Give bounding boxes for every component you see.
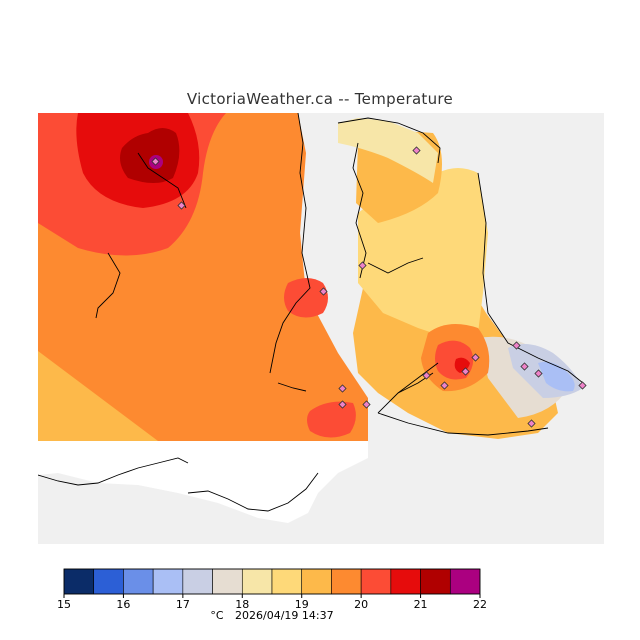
temperature-map[interactable] [38, 113, 604, 544]
legend-tick-label: 20 [354, 598, 368, 608]
contour-band-21 [120, 128, 180, 183]
contour-band-16-5 [538, 361, 575, 392]
legend-bin-7 [271, 568, 303, 595]
legend-tick-label: 17 [176, 598, 190, 608]
legend-bin-8 [301, 568, 332, 595]
legend-tick-label: 21 [414, 598, 428, 608]
station-marker[interactable] [412, 146, 421, 155]
station-marker[interactable] [440, 381, 449, 390]
legend-frame [63, 568, 481, 595]
station-marker[interactable] [578, 381, 587, 390]
station-marker[interactable] [534, 369, 543, 378]
legend-bin-12 [420, 568, 451, 595]
station-marker[interactable] [338, 400, 347, 409]
unit-label: °C [210, 609, 224, 622]
legend-tick-label: 18 [235, 598, 249, 608]
temperature-contours-east [338, 118, 583, 439]
station-marker[interactable] [319, 287, 328, 296]
legend-bin-13 [449, 568, 481, 595]
legend-footer: °C 2026/04/19 14:37 [0, 609, 544, 622]
legend-bin-4 [182, 568, 213, 595]
legend-bin-9 [331, 568, 362, 595]
station-marker[interactable] [512, 341, 521, 350]
legend-bin-2 [123, 568, 154, 595]
legend-bins [63, 568, 481, 595]
station-marker[interactable] [461, 367, 470, 376]
legend-tick-label: 22 [473, 598, 487, 608]
legend-tick-label: 19 [295, 598, 309, 608]
legend-ticks: 15 16 17 18 19 20 21 22 [57, 594, 487, 608]
contour-band-20-b [284, 278, 328, 318]
station-marker[interactable] [422, 371, 431, 380]
timestamp: 2026/04/19 14:37 [235, 609, 334, 622]
legend-tick-label: 15 [57, 598, 71, 608]
station-marker[interactable] [362, 400, 371, 409]
map-title: VictoriaWeather.ca -- Temperature [186, 90, 454, 108]
station-marker[interactable] [151, 157, 160, 166]
temperature-contours [38, 113, 368, 441]
legend-tick-label: 16 [116, 598, 130, 608]
contour-band-20-east [435, 340, 474, 380]
legend-bin-3 [152, 568, 184, 595]
contour-band-18-north [338, 118, 438, 183]
water-area [38, 441, 368, 523]
color-legend: 15 16 17 18 19 20 21 22 [57, 568, 487, 608]
station-marker[interactable] [527, 419, 536, 428]
station-marker[interactable] [471, 353, 480, 362]
station-marker[interactable] [177, 201, 186, 210]
station-marker[interactable] [358, 261, 367, 270]
legend-bin-5 [212, 568, 243, 595]
legend-bin-0 [63, 568, 95, 595]
contour-band-19 [38, 351, 158, 441]
station-marker[interactable] [520, 362, 529, 371]
weather-stations [151, 146, 587, 428]
legend-bin-6 [241, 568, 273, 595]
station-marker[interactable] [338, 384, 347, 393]
legend-bin-11 [390, 568, 421, 595]
contour-band-20-c [307, 401, 356, 438]
legend-bin-1 [93, 568, 124, 595]
coastlines [38, 113, 584, 512]
legend-bin-10 [360, 568, 392, 595]
